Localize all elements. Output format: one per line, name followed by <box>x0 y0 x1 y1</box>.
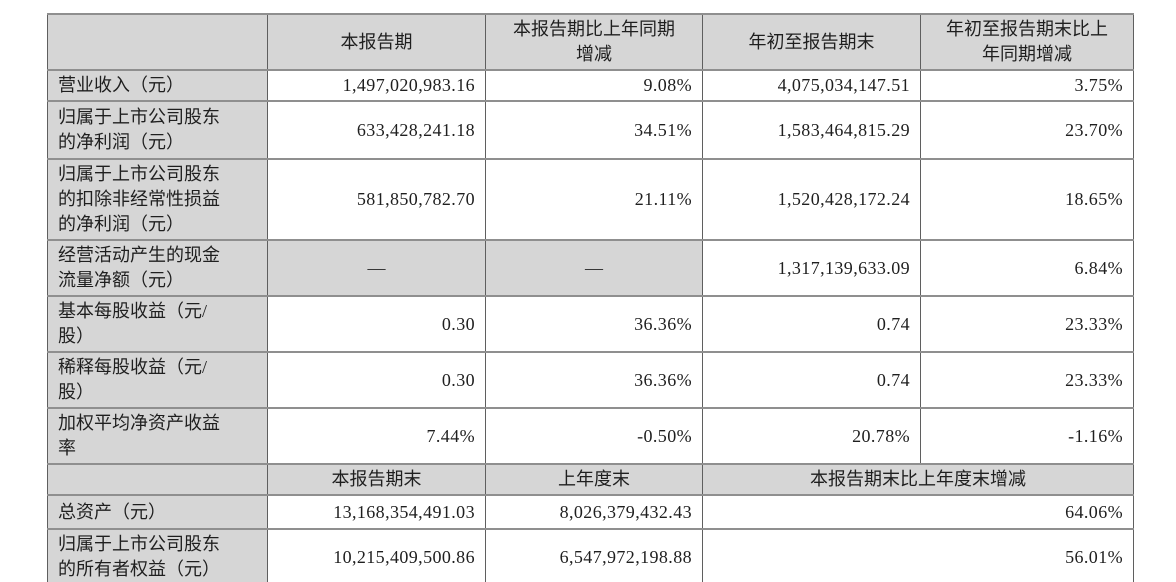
table-row-operating-cash-flow: 经营活动产生的现金 流量净额（元） — — 1,317,139,633.09 6… <box>47 239 1134 297</box>
corner-cell <box>47 13 268 71</box>
financial-summary-table: 本报告期 本报告期比上年同期 增减 年初至报告期末 年初至报告期末比上 年同期增… <box>47 13 1134 582</box>
table-row-weighted-avg-roe: 加权平均净资产收益 率 7.44% -0.50% 20.78% -1.16% <box>47 407 1134 465</box>
row-label: 归属于上市公司股东 的扣除非经常性损益 的净利润（元） <box>47 158 268 241</box>
cell-value: 3.75% <box>920 69 1134 102</box>
table-row-revenue: 营业收入（元） 1,497,020,983.16 9.08% 4,075,034… <box>47 69 1134 102</box>
cell-value: 0.74 <box>702 351 921 409</box>
header-period-end: 本报告期末 <box>267 463 486 496</box>
header-current-period-yoy: 本报告期比上年同期 增减 <box>485 13 703 71</box>
corner-cell <box>47 463 268 496</box>
cell-value: 20.78% <box>702 407 921 465</box>
cell-value: 34.51% <box>485 100 703 160</box>
table-row-equity-attributable: 归属于上市公司股东 的所有者权益（元） 10,215,409,500.86 6,… <box>47 528 1134 582</box>
header-current-period: 本报告期 <box>267 13 486 71</box>
header-period-end-change: 本报告期末比上年度末增减 <box>702 463 1134 496</box>
cell-value: -0.50% <box>485 407 703 465</box>
cell-dash: — <box>267 239 486 297</box>
cell-value: 21.11% <box>485 158 703 241</box>
cell-value: 0.30 <box>267 295 486 353</box>
cell-value: 0.30 <box>267 351 486 409</box>
cell-value: -1.16% <box>920 407 1134 465</box>
cell-value: 1,317,139,633.09 <box>702 239 921 297</box>
row-label: 基本每股收益（元/ 股） <box>47 295 268 353</box>
cell-value: 9.08% <box>485 69 703 102</box>
cell-value: 8,026,379,432.43 <box>485 494 703 530</box>
cell-value: 581,850,782.70 <box>267 158 486 241</box>
cell-value: 6.84% <box>920 239 1134 297</box>
row-label: 归属于上市公司股东 的所有者权益（元） <box>47 528 268 582</box>
cell-value: 56.01% <box>702 528 1134 582</box>
cell-value: 6,547,972,198.88 <box>485 528 703 582</box>
row-label: 稀释每股收益（元/ 股） <box>47 351 268 409</box>
cell-dash: — <box>485 239 703 297</box>
cell-value: 18.65% <box>920 158 1134 241</box>
cell-value: 10,215,409,500.86 <box>267 528 486 582</box>
header-ytd-yoy: 年初至报告期末比上 年同期增减 <box>920 13 1134 71</box>
table-row-net-profit-excl-nonrecurring: 归属于上市公司股东 的扣除非经常性损益 的净利润（元） 581,850,782.… <box>47 158 1134 241</box>
cell-value: 1,497,020,983.16 <box>267 69 486 102</box>
cell-value: 36.36% <box>485 295 703 353</box>
header-prior-year-end: 上年度末 <box>485 463 703 496</box>
cell-value: 13,168,354,491.03 <box>267 494 486 530</box>
cell-value: 7.44% <box>267 407 486 465</box>
table-row-diluted-eps: 稀释每股收益（元/ 股） 0.30 36.36% 0.74 23.33% <box>47 351 1134 409</box>
cell-value: 4,075,034,147.51 <box>702 69 921 102</box>
cell-value: 0.74 <box>702 295 921 353</box>
header-row-period: 本报告期 本报告期比上年同期 增减 年初至报告期末 年初至报告期末比上 年同期增… <box>47 13 1134 71</box>
cell-value: 64.06% <box>702 494 1134 530</box>
cell-value: 36.36% <box>485 351 703 409</box>
header-ytd: 年初至报告期末 <box>702 13 921 71</box>
table-row-basic-eps: 基本每股收益（元/ 股） 0.30 36.36% 0.74 23.33% <box>47 295 1134 353</box>
cell-value: 23.33% <box>920 295 1134 353</box>
row-label: 经营活动产生的现金 流量净额（元） <box>47 239 268 297</box>
table-row-net-profit: 归属于上市公司股东 的净利润（元） 633,428,241.18 34.51% … <box>47 100 1134 160</box>
header-row-yearend: 本报告期末 上年度末 本报告期末比上年度末增减 <box>47 463 1134 496</box>
cell-value: 1,583,464,815.29 <box>702 100 921 160</box>
cell-value: 1,520,428,172.24 <box>702 158 921 241</box>
cell-value: 23.33% <box>920 351 1134 409</box>
cell-value: 633,428,241.18 <box>267 100 486 160</box>
table-row-total-assets: 总资产（元） 13,168,354,491.03 8,026,379,432.4… <box>47 494 1134 530</box>
row-label: 营业收入（元） <box>47 69 268 102</box>
row-label: 总资产（元） <box>47 494 268 530</box>
row-label: 归属于上市公司股东 的净利润（元） <box>47 100 268 160</box>
cell-value: 23.70% <box>920 100 1134 160</box>
row-label: 加权平均净资产收益 率 <box>47 407 268 465</box>
